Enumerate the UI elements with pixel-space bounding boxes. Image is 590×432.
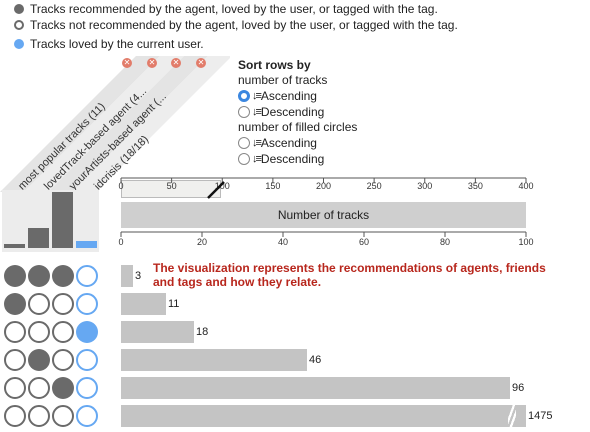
- open-circle-icon[interactable]: [4, 377, 26, 399]
- remove-column-icon[interactable]: ✕: [171, 58, 181, 68]
- filled-circle-icon[interactable]: [52, 377, 74, 399]
- loved-circle-icon[interactable]: [76, 265, 98, 287]
- top-axis: 0 50 100 150 200 250 300 350 400: [118, 177, 534, 199]
- mini-hist-bar: [52, 192, 73, 248]
- remove-column-icon[interactable]: ✕: [122, 58, 132, 68]
- radio-button[interactable]: [238, 90, 250, 102]
- open-circle-icon[interactable]: [4, 405, 26, 427]
- legend-label: Tracks loved by the current user.: [30, 37, 204, 51]
- filled-circle-icon[interactable]: [52, 265, 74, 287]
- range-brush[interactable]: [121, 180, 221, 198]
- percent-axis: 0 20 40 60 80 100: [118, 231, 534, 247]
- open-circle-icon[interactable]: [28, 377, 50, 399]
- number-of-tracks-label: Number of tracks: [277, 208, 370, 222]
- open-circle-icon[interactable]: [28, 293, 50, 315]
- filled-circle-icon[interactable]: [4, 293, 26, 315]
- axis-tick-label: 50: [167, 181, 177, 191]
- axis-break-icon: [508, 405, 516, 427]
- sort-descending-icon: ↓≡: [252, 153, 262, 165]
- axis-tick-label: 40: [278, 237, 288, 247]
- open-circle-icon[interactable]: [52, 405, 74, 427]
- brush-handle[interactable]: [207, 181, 225, 199]
- axis-tick-label: 100: [518, 237, 533, 247]
- axis-tick-label: 60: [359, 237, 369, 247]
- mini-hist-bar: [28, 228, 49, 248]
- axis-tick-label: 0: [118, 237, 123, 247]
- row-track-bar[interactable]: [121, 293, 166, 315]
- radio-button[interactable]: [238, 137, 250, 149]
- filled-circle-icon[interactable]: [28, 265, 50, 287]
- axis-tick-label: 200: [316, 181, 331, 191]
- sort-circles-descending[interactable]: ↓≡ Descending: [238, 151, 418, 167]
- sort-ascending-icon: ↓≡: [252, 137, 262, 149]
- radio-button[interactable]: [238, 153, 250, 165]
- open-circle-icon[interactable]: [28, 405, 50, 427]
- open-circle-icon[interactable]: [52, 293, 74, 315]
- axis-tick-label: 400: [518, 181, 533, 191]
- row-track-count: 1475: [528, 410, 553, 422]
- row-track-bar[interactable]: [121, 321, 194, 343]
- loved-circle-icon[interactable]: [76, 405, 98, 427]
- annotation-text: The visualization represents the recomme…: [153, 261, 546, 289]
- axis-tick-label: 150: [265, 181, 280, 191]
- radio-label: Descending: [260, 152, 325, 166]
- loved-circle-icon[interactable]: [76, 293, 98, 315]
- mini-hist-bar: [4, 244, 25, 248]
- open-circle-icon[interactable]: [4, 349, 26, 371]
- header-stripes: [0, 56, 230, 192]
- sort-tracks-descending[interactable]: ↓≡ Descending: [238, 104, 418, 120]
- sort-panel: Sort rows by number of tracks ↓≡ Ascendi…: [238, 58, 418, 167]
- row-track-count: 46: [309, 354, 322, 366]
- filled-circle-icon[interactable]: [28, 349, 50, 371]
- loved-circle-icon[interactable]: [76, 321, 98, 343]
- open-circle-icon[interactable]: [52, 321, 74, 343]
- loved-circle-icon[interactable]: [76, 377, 98, 399]
- row-track-bar[interactable]: [121, 405, 526, 427]
- mini-hist-bar: [76, 241, 97, 248]
- sort-group-tracks: number of tracks: [238, 73, 328, 87]
- row-track-count: 3: [135, 270, 142, 282]
- sort-descending-icon: ↓≡: [252, 106, 262, 118]
- axis-tick-label: 300: [417, 181, 432, 191]
- radio-label: Ascending: [260, 136, 317, 150]
- axis-tick-label: 0: [118, 181, 123, 191]
- remove-column-icon[interactable]: ✕: [196, 58, 206, 68]
- row-track-bar[interactable]: [121, 349, 307, 371]
- axis-tick-label: 80: [440, 237, 450, 247]
- open-circle-icon[interactable]: [52, 349, 74, 371]
- axis-tick-label: 250: [367, 181, 382, 191]
- remove-column-icon[interactable]: ✕: [147, 58, 157, 68]
- sort-ascending-icon: ↓≡: [252, 90, 262, 102]
- row-track-count: 11: [168, 298, 180, 310]
- legend-item-recommended: Tracks recommended by the agent, loved b…: [14, 1, 438, 17]
- column-headers: ✕ ✕ ✕ ✕ most popular tracks (11) lovedTr…: [0, 56, 230, 192]
- sort-circles-ascending[interactable]: ↓≡ Ascending: [238, 135, 418, 151]
- mini-histogram: [2, 190, 99, 252]
- loved-circle-icon[interactable]: [76, 349, 98, 371]
- radio-button[interactable]: [238, 106, 250, 118]
- row-track-bar[interactable]: [121, 265, 133, 287]
- filled-circle-icon: [14, 4, 24, 14]
- radio-label: Descending: [260, 105, 325, 119]
- number-of-tracks-bar: Number of tracks: [121, 202, 526, 228]
- axis-tick-label: 100: [215, 181, 230, 191]
- open-circle-icon[interactable]: [28, 321, 50, 343]
- legend-label: Tracks not recommended by the agent, lov…: [30, 18, 458, 32]
- axis-tick-label: 20: [197, 237, 207, 247]
- open-circle-icon: [14, 20, 24, 30]
- filled-circle-icon[interactable]: [4, 265, 26, 287]
- row-track-bar[interactable]: [121, 377, 510, 399]
- legend-item-not-recommended: Tracks not recommended by the agent, lov…: [14, 17, 458, 33]
- row-track-count: 96: [512, 382, 525, 394]
- legend-label: Tracks recommended by the agent, loved b…: [30, 2, 438, 16]
- axis-tick-label: 350: [468, 181, 483, 191]
- row-track-count: 18: [196, 326, 209, 338]
- legend-item-loved: Tracks loved by the current user.: [14, 36, 204, 52]
- blue-circle-icon: [14, 39, 24, 49]
- sort-title: Sort rows by: [238, 58, 311, 72]
- sort-tracks-ascending[interactable]: ↓≡ Ascending: [238, 88, 418, 104]
- sort-group-circles: number of filled circles: [238, 120, 358, 134]
- radio-label: Ascending: [260, 89, 317, 103]
- open-circle-icon[interactable]: [4, 321, 26, 343]
